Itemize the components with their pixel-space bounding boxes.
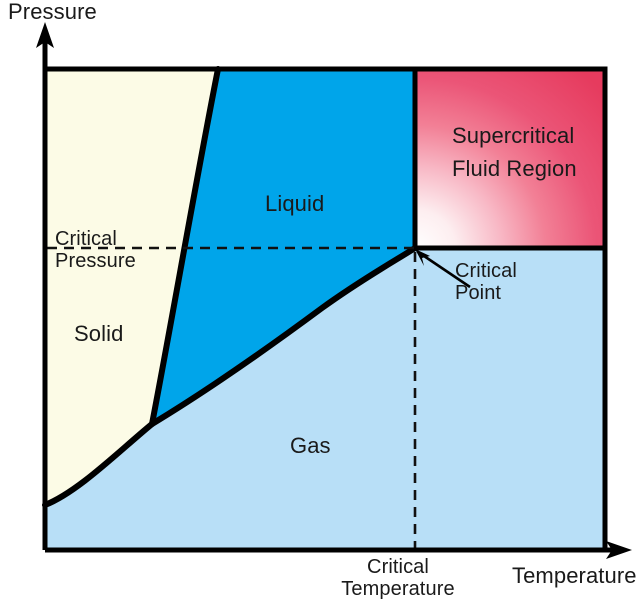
region-liquid: [152, 69, 415, 424]
annotation-critical-temperature: Critical Temperature: [318, 556, 478, 601]
critical-point-line-1: Critical: [455, 260, 517, 282]
supercritical-line-2: Fluid Region: [452, 155, 577, 181]
annotation-critical-point: Critical Point: [455, 260, 517, 305]
critical-pressure-line-2: Pressure: [55, 250, 136, 273]
region-solid: [45, 69, 218, 505]
annotation-critical-pressure: Critical Pressure: [55, 228, 136, 273]
y-axis-label: Pressure: [8, 0, 97, 24]
critical-point-line-2: Point: [455, 282, 502, 305]
vaporization-curve: [149, 245, 418, 427]
supercritical-line-1: Supercritical: [452, 123, 575, 148]
x-axis-label: Temperature: [512, 563, 637, 588]
region-label-solid: Solid: [74, 321, 124, 346]
region-label-gas: Gas: [290, 433, 331, 458]
plot-frame: [45, 66, 608, 550]
region-supercritical-fluid: [415, 69, 605, 248]
critical-pressure-line-1: Critical: [55, 228, 117, 250]
x-axis: [45, 541, 632, 559]
critical-point-arrow: [415, 249, 471, 289]
y-axis: [36, 22, 54, 550]
region-label-supercritical-fluid: Supercritical Fluid Region: [452, 123, 577, 181]
region-gas: [45, 248, 605, 550]
sublimation-curve: [42, 421, 155, 508]
critical-temperature-line-2: Temperature: [341, 578, 455, 601]
region-label-liquid: Liquid: [265, 191, 325, 216]
critical-temperature-line-1: Critical: [367, 556, 429, 578]
